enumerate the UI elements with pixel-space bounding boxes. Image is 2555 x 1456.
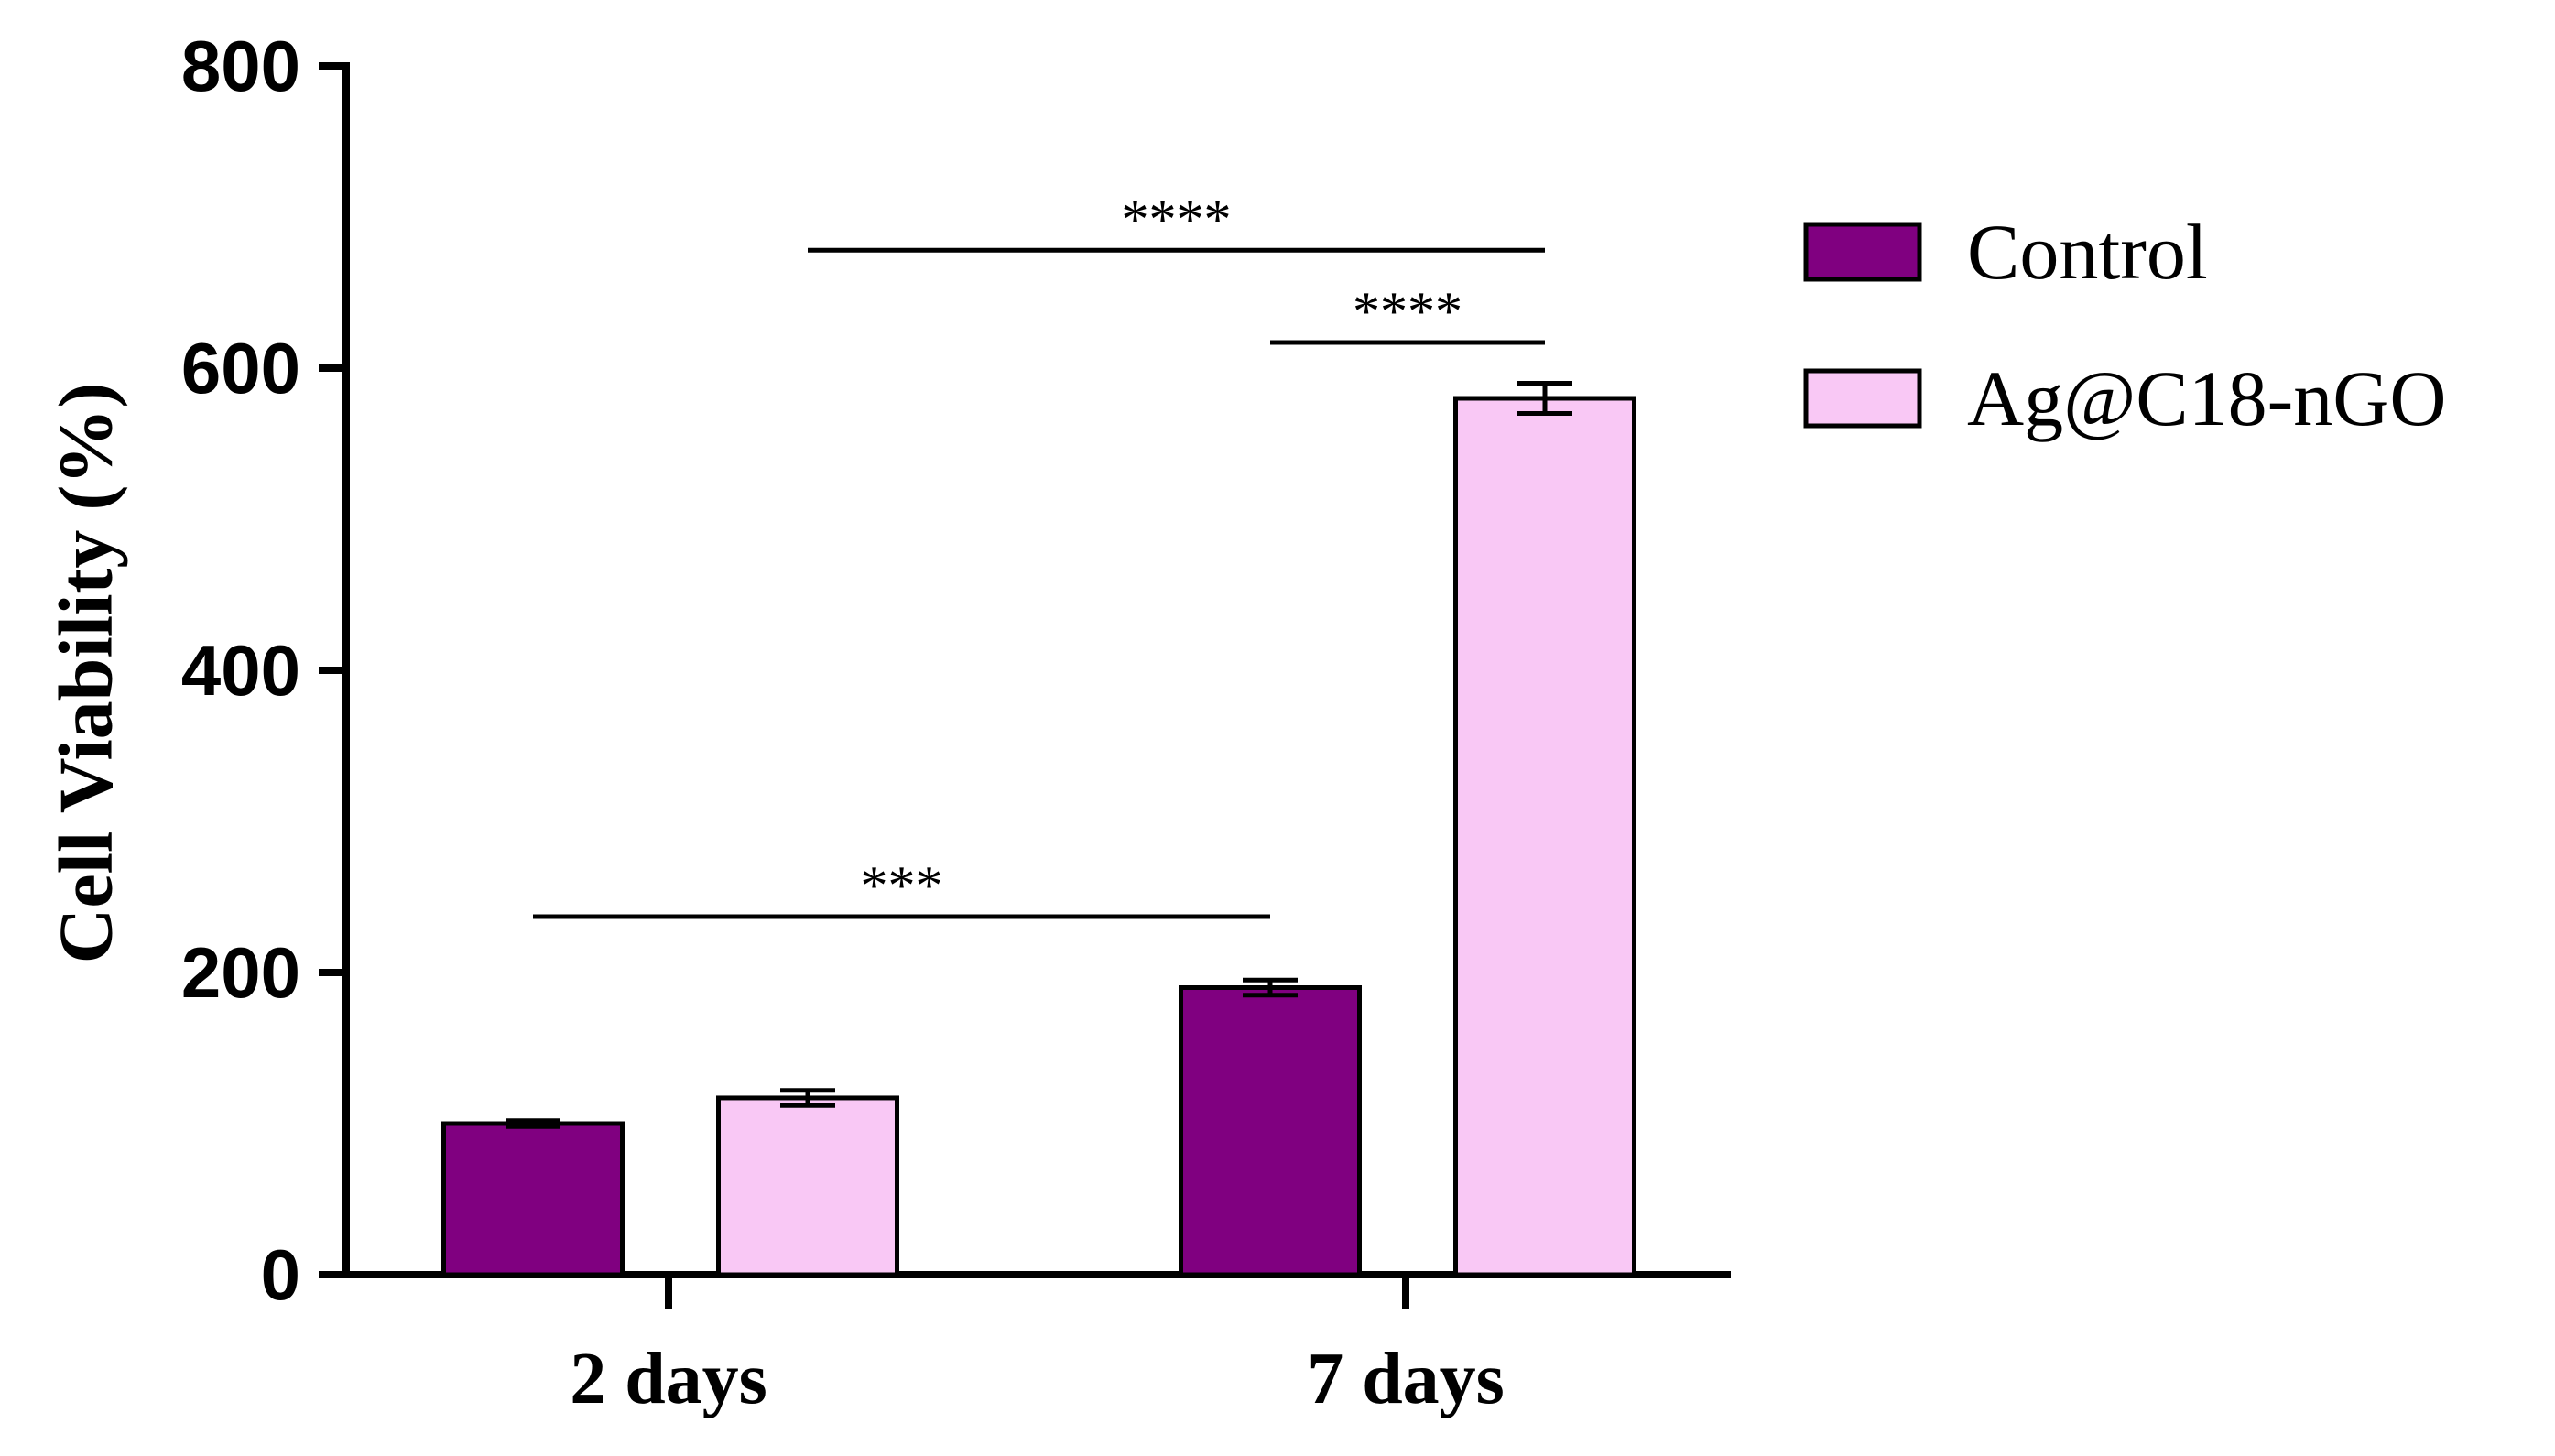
- significance-label-1: ****: [1122, 189, 1232, 249]
- error-bars: [506, 381, 1572, 1129]
- bar-0-0: [441, 1121, 625, 1277]
- x-tick-label-0: 2 days: [570, 1339, 767, 1419]
- legend-label-1: Ag@C18-nGO: [1967, 354, 2447, 442]
- significance-label-0: ***: [861, 855, 943, 916]
- y-tick-label-3: 600: [181, 328, 300, 408]
- y-axis-title: Cell Viability (%): [43, 383, 128, 964]
- bar-0-1: [1179, 985, 1362, 1277]
- y-tick-label-4: 800: [181, 26, 300, 106]
- legend: Control Ag@C18-nGO: [1803, 208, 2447, 442]
- significance-annotations: ***********: [533, 189, 1545, 919]
- significance-label-2: ****: [1353, 281, 1462, 342]
- y-tick-label-1: 200: [181, 932, 300, 1013]
- bars: [441, 396, 1636, 1277]
- legend-swatch-0: [1803, 222, 1922, 282]
- legend-label-0: Control: [1967, 208, 2208, 296]
- y-tick-label-0: 0: [261, 1234, 300, 1315]
- y-tick-label-2: 400: [181, 630, 300, 711]
- y-axis-ticks: 0 200 400 600 800: [181, 26, 346, 1315]
- bar-1-0: [716, 1095, 899, 1277]
- x-tick-label-1: 7 days: [1307, 1339, 1505, 1419]
- y-axis-title-group: Cell Viability (%): [43, 383, 128, 964]
- x-axis-ticks: 2 days 7 days: [570, 1275, 1505, 1419]
- bar-1-1: [1453, 396, 1636, 1277]
- legend-swatch-1: [1803, 368, 1922, 429]
